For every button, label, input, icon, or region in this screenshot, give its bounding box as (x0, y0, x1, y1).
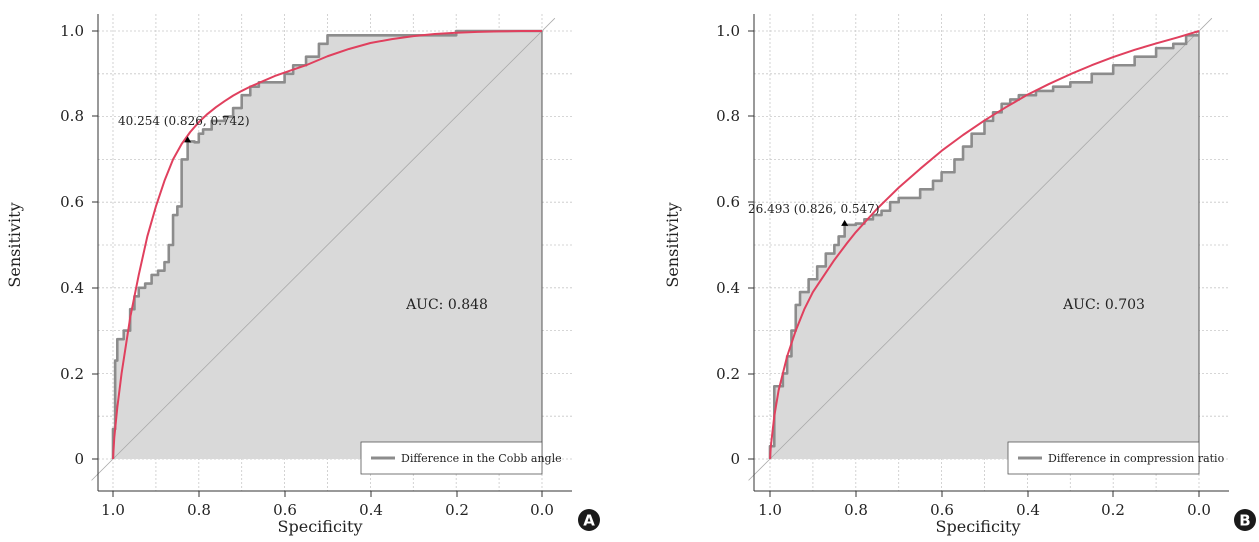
panel-letter-badge (578, 509, 600, 531)
auc-area (770, 35, 1199, 459)
y-tick-label: 0.4 (60, 279, 84, 297)
panel-letter-badge (1234, 509, 1256, 531)
roc-panel-b: 1.0 0.8 0.6 0.4 0.2 0.0 0 0.2 0.4 0.6 0.8 1.0 Specif… (663, 14, 1256, 536)
panel-letter-label: B (1239, 512, 1250, 530)
legend-label: Difference in the Cobb angle (401, 452, 562, 465)
x-tick-label: 0.6 (930, 501, 954, 519)
x-tick-label: 0.0 (530, 501, 554, 519)
y-tick-label: 0.2 (716, 365, 740, 383)
y-tick-label: 1.0 (716, 22, 740, 40)
x-tick-label: 0.8 (844, 501, 868, 519)
y-tick-label: 0.4 (716, 279, 740, 297)
cutoff-annotation: 40.254 (0.826, 0.742) (118, 114, 250, 128)
x-tick-label: 0.0 (1187, 501, 1211, 519)
x-tick-label: 0.4 (1016, 501, 1040, 519)
y-tick-label: 0.6 (716, 193, 740, 211)
x-tick-label: 0.2 (1101, 501, 1125, 519)
x-axis-label: Specificity (936, 517, 1021, 536)
y-axis-label: Sensitivity (663, 202, 682, 287)
roc-panel-a: 1.0 0.8 0.6 0.4 0.2 0.0 0 0.2 0.4 0.6 0.8 1.0 Specif… (5, 14, 600, 536)
y-tick-label: 0.8 (716, 107, 740, 125)
x-tick-label: 0.2 (445, 501, 469, 519)
legend-label: Difference in compression ratio (1048, 452, 1225, 465)
auc-label: AUC: 0.848 (405, 297, 488, 313)
x-tick-label: 0.6 (273, 501, 297, 519)
y-tick-label: 1.0 (60, 22, 84, 40)
y-tick-label: 0 (74, 450, 84, 468)
reference-diagonal (91, 17, 556, 481)
x-tick-label: 1.0 (758, 501, 782, 519)
auc-label: AUC: 0.703 (1062, 297, 1145, 313)
cutoff-marker (841, 219, 849, 226)
smoothed-roc-curve (769, 30, 1200, 460)
cutoff-marker (184, 136, 192, 143)
y-tick-label: 0 (730, 450, 740, 468)
x-tick-label: 0.8 (187, 501, 211, 519)
x-axis-label: Specificity (278, 517, 363, 536)
roc-curve (768, 33, 1199, 459)
cutoff-annotation: 26.493 (0.826, 0.547) (748, 202, 880, 216)
panel-letter-label: A (583, 512, 595, 530)
x-tick-label: 0.4 (359, 501, 383, 519)
smoothed-roc-curve (112, 30, 542, 460)
y-axis-label: Sensitivity (5, 202, 24, 287)
y-tick-label: 0.8 (60, 107, 84, 125)
x-tick-label: 1.0 (101, 501, 125, 519)
y-tick-label: 0.6 (60, 193, 84, 211)
reference-diagonal (748, 17, 1213, 481)
y-tick-label: 0.2 (60, 365, 84, 383)
